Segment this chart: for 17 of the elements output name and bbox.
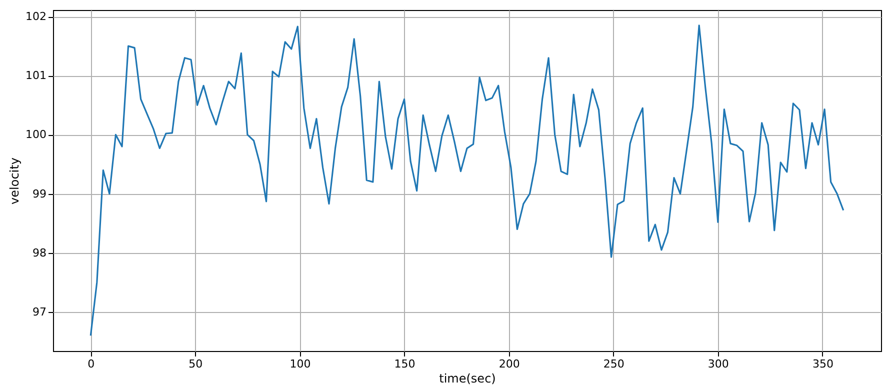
x-tick-label: 0 [88, 358, 95, 370]
x-tick-label: 50 [188, 358, 203, 370]
x-tick-label: 250 [603, 358, 624, 370]
y-axis-title: velocity [8, 158, 22, 204]
y-tick-label: 99 [32, 187, 46, 200]
y-tick-label: 98 [32, 246, 46, 260]
y-tick-label: 101 [26, 69, 46, 82]
x-tick-label: 100 [290, 358, 311, 370]
line-series [90, 24, 844, 336]
y-tick-label: 102 [26, 10, 46, 23]
x-tick-label: 150 [394, 358, 416, 370]
x-tick-label: 350 [812, 358, 834, 370]
x-tick-label: 300 [708, 358, 729, 370]
y-tick-label: 97 [32, 305, 46, 318]
x-axis-title: time(sec) [439, 372, 496, 386]
x-tick-label: 200 [498, 358, 520, 370]
y-tick-label: 100 [26, 128, 46, 142]
